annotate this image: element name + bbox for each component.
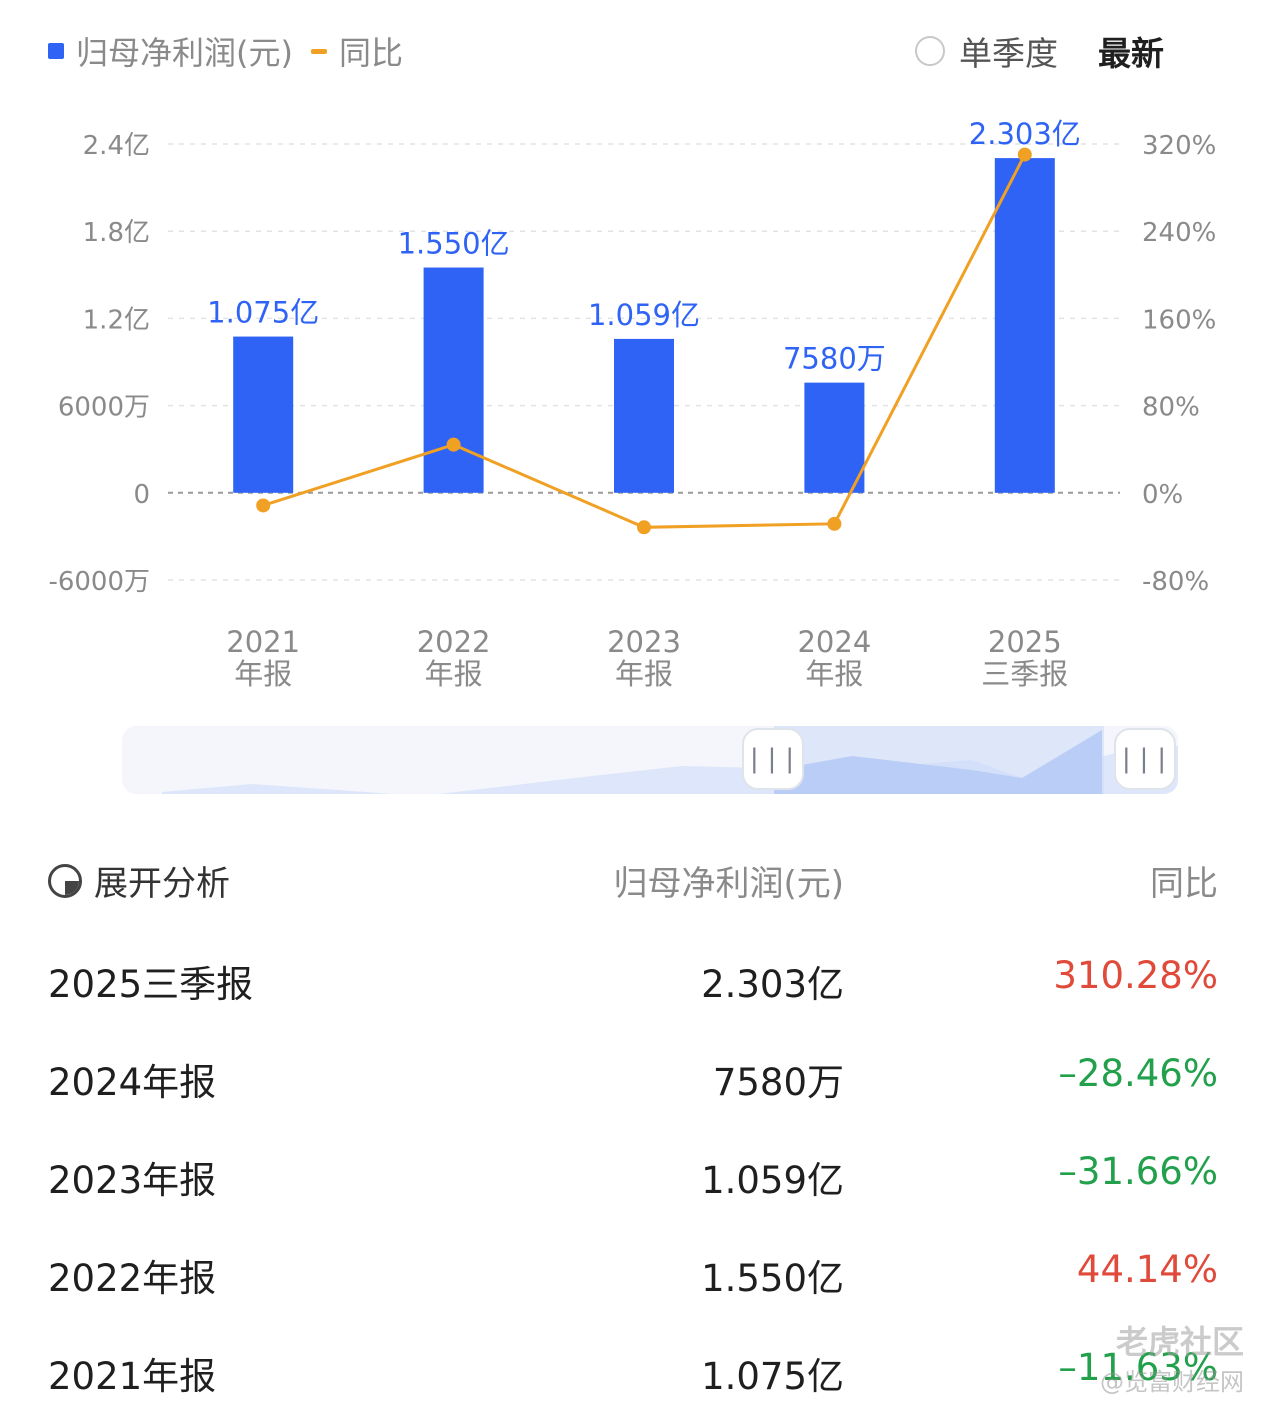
chart-controls: 单季度 最新 xyxy=(915,28,1164,74)
bar-data-label: 1.075亿 xyxy=(207,296,319,330)
row-yoy: –31.66% xyxy=(1058,1150,1218,1193)
table-row[interactable]: 2022年报 1.550亿 44.14% xyxy=(48,1248,1218,1308)
legend-item-net-profit[interactable]: 归母净利润(元) xyxy=(48,28,293,74)
x-axis-tick-label: 2021 年报 xyxy=(226,625,300,691)
row-value: 2.303亿 xyxy=(701,963,844,1006)
slider-handle-right[interactable]: ||| xyxy=(1114,728,1176,790)
row-value: 1.075亿 xyxy=(701,1355,844,1398)
right-axis-tick-label: -80% xyxy=(1142,567,1209,597)
bar-data-label: 1.059亿 xyxy=(588,298,700,332)
yoy-point xyxy=(446,437,461,452)
bar xyxy=(804,382,865,493)
watermark-brand: 老虎社区 xyxy=(1115,1323,1244,1361)
column-header-yoy: 同比 xyxy=(1150,864,1218,904)
row-yoy: 44.14% xyxy=(1076,1248,1218,1291)
net-profit-chart: 2.4亿 320% 1.8亿 240% 1.2亿 160% 6000万 80% 0 0% -6000… xyxy=(48,117,1216,691)
row-period: 2025三季报 xyxy=(48,963,254,1006)
bar xyxy=(423,267,484,493)
column-header-net-profit: 归母净利润(元) xyxy=(613,864,844,904)
slider-mini-area-selected xyxy=(774,730,1102,794)
x-axis-tick-label: 2024 年报 xyxy=(797,625,871,691)
x-axis-tick-label: 2022 年报 xyxy=(417,625,491,691)
range-slider[interactable]: ||| ||| xyxy=(122,726,1178,794)
left-axis-tick-label: 2.4亿 xyxy=(83,131,150,161)
expand-analysis-label: 展开分析 xyxy=(94,864,230,904)
left-axis-tick-label: 1.2亿 xyxy=(83,305,150,335)
latest-toggle[interactable]: 最新 xyxy=(1098,34,1164,73)
watermark-sub: @览富财经网 xyxy=(1100,1368,1244,1396)
table-row[interactable]: 2024年报 7580万 –28.46% xyxy=(48,1052,1218,1112)
row-yoy: 310.28% xyxy=(1053,954,1218,997)
left-axis-tick-label: 1.8亿 xyxy=(83,218,150,248)
bar-data-label: 2.303亿 xyxy=(969,117,1081,151)
row-value: 7580万 xyxy=(712,1061,844,1104)
yoy-point xyxy=(827,516,842,531)
table-row[interactable]: 2021年报 1.075亿 –11.63% xyxy=(48,1346,1218,1406)
bar xyxy=(994,158,1055,493)
row-value: 1.059亿 xyxy=(701,1159,844,1202)
left-axis-tick-label: 6000万 xyxy=(58,393,150,423)
legend-label-yoy: 同比 xyxy=(338,34,403,72)
slider-track[interactable] xyxy=(122,726,1178,794)
single-quarter-label[interactable]: 单季度 xyxy=(959,34,1058,73)
pie-chart-icon xyxy=(48,863,82,898)
row-yoy: –11.63% xyxy=(1058,1346,1218,1389)
table-header: 展开分析 归母净利润(元) 同比 xyxy=(48,856,1218,906)
legend-label-net-profit: 归母净利润(元) xyxy=(76,34,293,72)
slider-mini-chart xyxy=(162,726,1178,794)
yoy-point xyxy=(1017,147,1032,162)
row-yoy: –28.46% xyxy=(1058,1052,1218,1095)
row-period: 2021年报 xyxy=(48,1355,217,1398)
right-axis-tick-label: 320% xyxy=(1142,131,1216,161)
bar-data-label: 1.550亿 xyxy=(398,227,510,261)
bar xyxy=(233,336,294,493)
bar-swatch-icon xyxy=(48,43,64,59)
yoy-point xyxy=(256,498,271,513)
x-axis-tick-label: 2023 年报 xyxy=(607,625,681,691)
row-period: 2022年报 xyxy=(48,1257,217,1300)
bar xyxy=(614,338,674,493)
row-value: 1.550亿 xyxy=(701,1257,844,1300)
single-quarter-radio[interactable] xyxy=(915,36,945,66)
right-axis-tick-label: 80% xyxy=(1142,393,1200,423)
left-axis-tick-label: 0 xyxy=(133,480,150,510)
x-axis-tick-label: 2025 三季报 xyxy=(981,625,1068,691)
row-period: 2023年报 xyxy=(48,1159,217,1202)
table-row[interactable]: 2025三季报 2.303亿 310.28% xyxy=(48,954,1218,1014)
table-row[interactable]: 2023年报 1.059亿 –31.66% xyxy=(48,1150,1218,1210)
bar-data-label: 7580万 xyxy=(783,342,886,376)
expand-analysis-button[interactable]: 展开分析 xyxy=(48,856,230,905)
watermark: 老虎社区 @览富财经网 xyxy=(1100,1322,1244,1402)
left-axis-tick-label: -6000万 xyxy=(48,567,150,597)
line-swatch-icon xyxy=(310,48,327,54)
right-axis-tick-label: 240% xyxy=(1142,218,1216,248)
legend-item-yoy[interactable]: 同比 xyxy=(310,28,403,74)
right-axis-tick-label: 160% xyxy=(1142,305,1216,335)
chart-legend: 归母净利润(元) 同比 xyxy=(48,28,403,74)
row-period: 2024年报 xyxy=(48,1061,217,1104)
slider-handle-left[interactable]: ||| xyxy=(742,728,804,790)
yoy-point xyxy=(637,520,651,535)
right-axis-tick-label: 0% xyxy=(1142,480,1183,510)
